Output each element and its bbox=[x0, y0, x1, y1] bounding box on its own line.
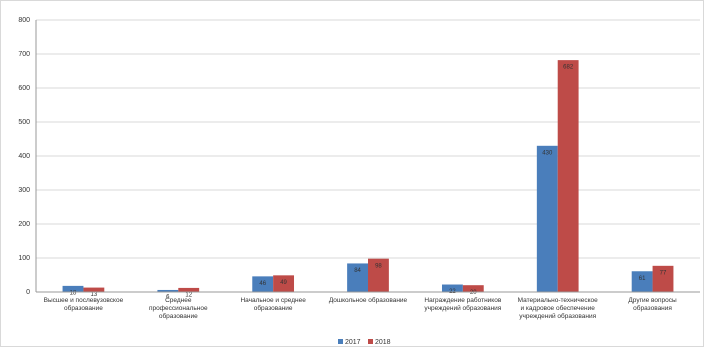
bar bbox=[347, 263, 368, 292]
data-label: 84 bbox=[354, 268, 361, 274]
x-tick-label: Высшее и послевузовское образование bbox=[43, 297, 124, 312]
y-tick-label: 300 bbox=[18, 187, 30, 194]
bar bbox=[62, 285, 84, 292]
bar bbox=[83, 287, 105, 292]
legend-swatch bbox=[368, 339, 373, 344]
bar bbox=[252, 276, 274, 292]
bar bbox=[462, 285, 484, 292]
y-tick-label: 100 bbox=[18, 255, 30, 262]
bar bbox=[536, 145, 558, 292]
y-tick-label: 200 bbox=[18, 221, 30, 228]
x-tick-label: Начальное и среднее образование bbox=[240, 297, 306, 312]
data-label: 77 bbox=[660, 270, 667, 276]
data-label: 13 bbox=[91, 292, 98, 298]
data-label: 20 bbox=[470, 290, 477, 296]
legend-label: 2017 bbox=[345, 339, 361, 346]
y-tick-label: 700 bbox=[18, 51, 30, 58]
x-tick-label: Дошкольное образование bbox=[328, 297, 408, 304]
bar bbox=[273, 275, 295, 292]
bar bbox=[631, 271, 653, 292]
data-label: 18 bbox=[70, 290, 77, 296]
bar bbox=[441, 284, 463, 292]
data-label: 430 bbox=[542, 150, 553, 156]
bar bbox=[557, 60, 579, 293]
y-tick-label: 400 bbox=[18, 153, 30, 160]
legend-label: 2018 bbox=[375, 339, 391, 346]
x-tick-label: Среднее профессиональное образование bbox=[148, 297, 208, 320]
data-label: 12 bbox=[185, 292, 192, 298]
y-tick-label: 0 bbox=[26, 289, 30, 296]
data-label: 98 bbox=[375, 263, 382, 269]
x-tick-label: Материально-техническое и кадровое обесп… bbox=[517, 297, 598, 320]
data-label: 49 bbox=[280, 280, 287, 286]
x-tick-label: Другие вопросы образования bbox=[628, 297, 677, 312]
data-label: 6 bbox=[166, 295, 170, 301]
data-label: 46 bbox=[259, 281, 266, 287]
data-label: 61 bbox=[639, 276, 646, 282]
bar bbox=[178, 287, 200, 292]
bar bbox=[652, 265, 674, 292]
data-label: 682 bbox=[563, 65, 574, 71]
legend-swatch bbox=[338, 339, 343, 344]
y-tick-label: 800 bbox=[18, 17, 30, 24]
bar bbox=[368, 258, 389, 292]
x-tick-label: Награждение работников учреждений образо… bbox=[424, 297, 502, 312]
y-tick-label: 600 bbox=[18, 85, 30, 92]
y-tick-label: 500 bbox=[18, 119, 30, 126]
bar bbox=[157, 289, 179, 292]
